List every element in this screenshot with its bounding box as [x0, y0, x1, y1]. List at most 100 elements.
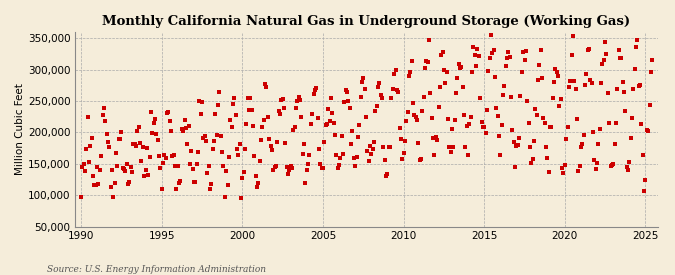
- Point: [389, 72, 400, 76]
- Point: [84, 160, 95, 165]
- Point: [493, 133, 504, 138]
- Point: [130, 141, 140, 146]
- Point: [637, 153, 648, 157]
- Point: [229, 96, 240, 101]
- Point: [476, 120, 487, 124]
- Point: [566, 53, 577, 58]
- Point: [277, 97, 288, 101]
- Point: [115, 137, 126, 142]
- Point: [271, 164, 281, 168]
- Point: [135, 140, 146, 145]
- Point: [263, 115, 273, 120]
- Point: [182, 142, 192, 147]
- Point: [234, 142, 245, 147]
- Point: [359, 86, 370, 91]
- Point: [515, 94, 526, 98]
- Point: [409, 113, 420, 117]
- Point: [371, 104, 382, 108]
- Point: [421, 59, 432, 64]
- Point: [336, 134, 347, 139]
- Point: [342, 90, 352, 94]
- Point: [644, 103, 655, 108]
- Point: [140, 168, 151, 172]
- Point: [352, 135, 363, 140]
- Point: [451, 90, 462, 95]
- Point: [292, 99, 303, 103]
- Point: [275, 112, 286, 116]
- Point: [587, 81, 597, 86]
- Point: [226, 125, 237, 130]
- Point: [331, 153, 342, 158]
- Point: [502, 56, 512, 60]
- Point: [625, 136, 636, 141]
- Point: [643, 129, 653, 133]
- Point: [210, 112, 221, 117]
- Point: [327, 110, 338, 115]
- Point: [499, 84, 510, 89]
- Point: [362, 149, 373, 153]
- Point: [510, 165, 520, 169]
- Point: [217, 150, 227, 155]
- Point: [394, 126, 405, 131]
- Point: [545, 125, 556, 130]
- Point: [580, 83, 591, 87]
- Point: [354, 123, 364, 127]
- Point: [256, 138, 267, 142]
- Point: [373, 84, 383, 89]
- Point: [406, 59, 417, 63]
- Point: [109, 181, 120, 185]
- Point: [143, 173, 154, 177]
- Point: [190, 180, 200, 184]
- Point: [112, 163, 123, 168]
- Point: [410, 115, 421, 119]
- Point: [383, 145, 394, 149]
- Point: [175, 179, 186, 183]
- Point: [369, 140, 379, 144]
- Point: [428, 136, 439, 140]
- Point: [219, 195, 230, 199]
- Point: [381, 174, 392, 178]
- Point: [379, 157, 390, 162]
- Point: [398, 150, 409, 155]
- Point: [529, 139, 539, 144]
- Point: [183, 123, 194, 128]
- Point: [390, 68, 401, 73]
- Point: [259, 118, 269, 122]
- Point: [526, 161, 537, 166]
- Point: [298, 152, 308, 156]
- Point: [539, 120, 550, 125]
- Point: [522, 99, 533, 103]
- Point: [481, 108, 492, 112]
- Point: [424, 38, 435, 42]
- Point: [200, 139, 211, 143]
- Point: [497, 92, 508, 97]
- Point: [620, 109, 630, 113]
- Point: [313, 147, 324, 151]
- Point: [272, 140, 283, 144]
- Point: [165, 129, 176, 133]
- Point: [444, 145, 455, 149]
- Point: [591, 167, 601, 172]
- Point: [557, 166, 568, 170]
- Point: [484, 56, 495, 60]
- Point: [601, 52, 612, 56]
- Point: [585, 78, 596, 82]
- Point: [196, 100, 207, 105]
- Point: [286, 164, 296, 168]
- Point: [119, 166, 130, 171]
- Point: [543, 170, 554, 174]
- Y-axis label: Million Cubic Feet: Million Cubic Feet: [15, 83, 25, 175]
- Point: [81, 146, 92, 151]
- Point: [155, 166, 165, 170]
- Point: [88, 174, 99, 178]
- Point: [508, 140, 519, 144]
- Point: [630, 44, 641, 49]
- Point: [223, 155, 234, 159]
- Point: [576, 145, 587, 149]
- Point: [348, 156, 359, 160]
- Point: [207, 147, 218, 152]
- Point: [589, 158, 600, 162]
- Point: [565, 79, 576, 84]
- Point: [101, 132, 112, 137]
- Point: [632, 38, 643, 43]
